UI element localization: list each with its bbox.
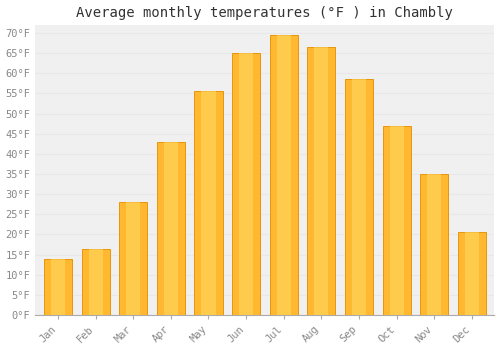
Bar	[88, 248, 102, 315]
Bar	[345, 79, 373, 315]
Bar	[239, 53, 253, 315]
Bar	[270, 35, 298, 315]
Bar	[314, 47, 328, 315]
Title: Average monthly temperatures (°F ) in Chambly: Average monthly temperatures (°F ) in Ch…	[76, 6, 454, 20]
Bar	[308, 47, 336, 315]
Bar	[44, 259, 72, 315]
Bar	[202, 91, 215, 315]
Bar	[352, 79, 366, 315]
Bar	[51, 259, 65, 315]
Bar	[276, 35, 291, 315]
Bar	[458, 232, 486, 315]
Bar	[126, 202, 140, 315]
Bar	[420, 174, 448, 315]
Bar	[157, 142, 185, 315]
Bar	[390, 126, 404, 315]
Bar	[232, 53, 260, 315]
Bar	[119, 202, 148, 315]
Bar	[82, 248, 110, 315]
Bar	[465, 232, 479, 315]
Bar	[427, 174, 442, 315]
Bar	[194, 91, 222, 315]
Bar	[382, 126, 410, 315]
Bar	[164, 142, 178, 315]
